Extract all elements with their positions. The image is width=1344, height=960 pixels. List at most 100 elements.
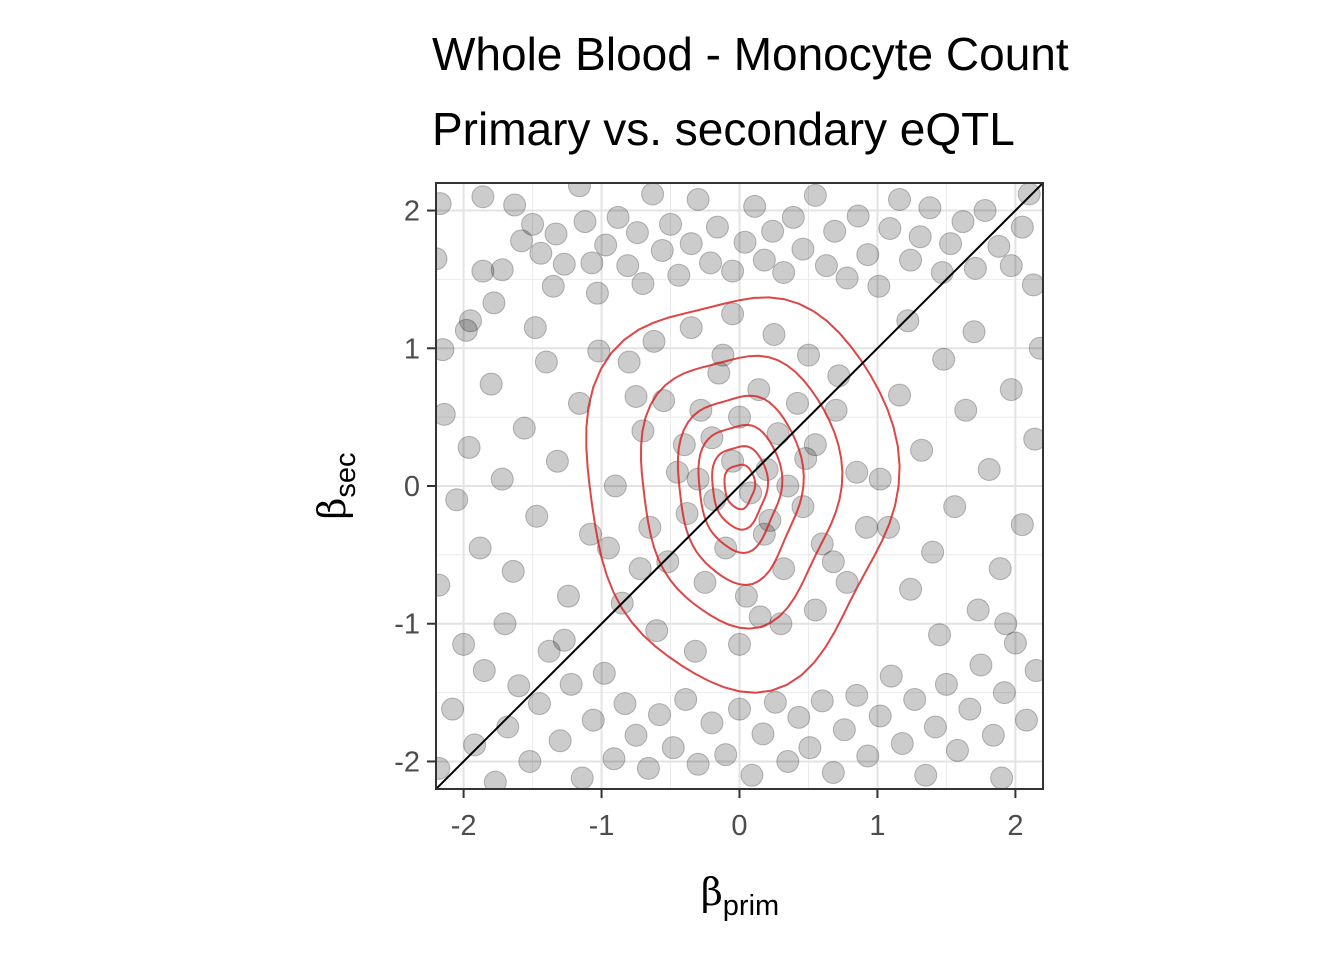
data-point <box>570 766 594 789</box>
data-point <box>845 683 869 707</box>
density-contour <box>723 463 757 511</box>
data-point <box>559 672 583 696</box>
data-point <box>733 230 757 254</box>
data-point <box>647 703 671 727</box>
density-contour <box>585 296 901 694</box>
data-point <box>686 188 710 212</box>
data-point <box>472 659 496 683</box>
data-point <box>794 446 818 470</box>
data-point <box>739 481 763 505</box>
data-point <box>525 504 549 528</box>
data-point <box>835 266 859 290</box>
data-point <box>932 347 956 371</box>
data-point <box>772 557 796 581</box>
x-tick-label: 1 <box>869 810 885 842</box>
data-point <box>728 405 751 429</box>
data-point <box>468 536 492 560</box>
density-contour <box>711 445 770 531</box>
y-axis-subscript: sec <box>330 452 362 497</box>
data-point <box>903 687 927 711</box>
data-point <box>810 689 834 713</box>
data-point <box>1010 215 1034 239</box>
data-point <box>743 194 767 218</box>
data-point <box>910 438 934 462</box>
data-point <box>939 232 963 256</box>
x-axis-symbol: β <box>701 870 723 914</box>
data-point <box>493 612 517 636</box>
data-point <box>512 416 536 440</box>
data-point <box>661 736 685 760</box>
data-point <box>999 378 1023 402</box>
data-point <box>482 291 506 315</box>
data-point <box>501 559 525 583</box>
data-point <box>951 210 975 234</box>
data-point <box>503 193 527 217</box>
data-point <box>856 744 880 768</box>
svg-text:βsec: βsec <box>310 452 362 519</box>
data-point <box>958 697 982 721</box>
data-point <box>592 661 616 685</box>
data-point <box>705 215 729 239</box>
data-point <box>821 760 845 784</box>
data-point <box>548 729 572 753</box>
data-point <box>930 261 954 285</box>
data-point <box>541 274 565 298</box>
data-point <box>878 216 902 240</box>
data-point <box>798 736 822 760</box>
density-contours <box>585 296 901 694</box>
data-point <box>1021 273 1043 297</box>
reference-line <box>436 183 1043 789</box>
data-point <box>445 488 469 512</box>
x-tick-label: -2 <box>451 810 477 842</box>
data-point <box>992 681 1016 705</box>
data-point <box>628 557 652 581</box>
data-point <box>686 752 710 776</box>
data-point <box>994 612 1018 636</box>
data-point <box>507 674 531 698</box>
data-point <box>471 185 495 209</box>
data-point <box>945 738 969 762</box>
data-point <box>573 210 597 234</box>
data-point <box>490 467 514 491</box>
data-point <box>721 449 745 473</box>
data-point <box>914 763 938 787</box>
data-point <box>762 323 786 346</box>
data-point <box>674 687 698 711</box>
data-point <box>740 763 764 787</box>
data-point <box>896 309 920 333</box>
data-point <box>721 259 745 283</box>
data-point <box>888 188 912 212</box>
data-point <box>781 205 805 229</box>
y-tick-label: 1 <box>404 333 420 365</box>
data-point <box>527 692 551 716</box>
data-point <box>990 766 1014 789</box>
data-point <box>761 219 785 243</box>
data-point <box>943 495 967 519</box>
data-point <box>854 515 878 539</box>
data-point <box>734 584 758 608</box>
data-point <box>796 343 820 367</box>
data-point <box>617 350 641 374</box>
data-point <box>969 653 993 677</box>
data-point <box>580 251 604 275</box>
data-point <box>868 467 892 491</box>
data-point <box>1010 513 1034 537</box>
data-point <box>954 398 978 422</box>
data-point <box>752 248 776 272</box>
data-point <box>523 316 547 340</box>
data-point <box>534 350 558 374</box>
data-point <box>899 577 923 601</box>
data-point <box>1017 183 1041 206</box>
data-point <box>766 422 790 446</box>
data-point <box>463 733 487 757</box>
data-point <box>624 723 648 747</box>
density-contour <box>697 423 784 555</box>
data-point <box>921 540 945 564</box>
data-point <box>457 435 481 459</box>
y-tick-label: 2 <box>404 196 420 228</box>
data-point <box>899 248 923 272</box>
x-tick-label: 2 <box>1007 810 1023 842</box>
data-point <box>672 433 696 457</box>
y-tick-label: 0 <box>404 471 420 503</box>
data-point <box>966 598 990 622</box>
